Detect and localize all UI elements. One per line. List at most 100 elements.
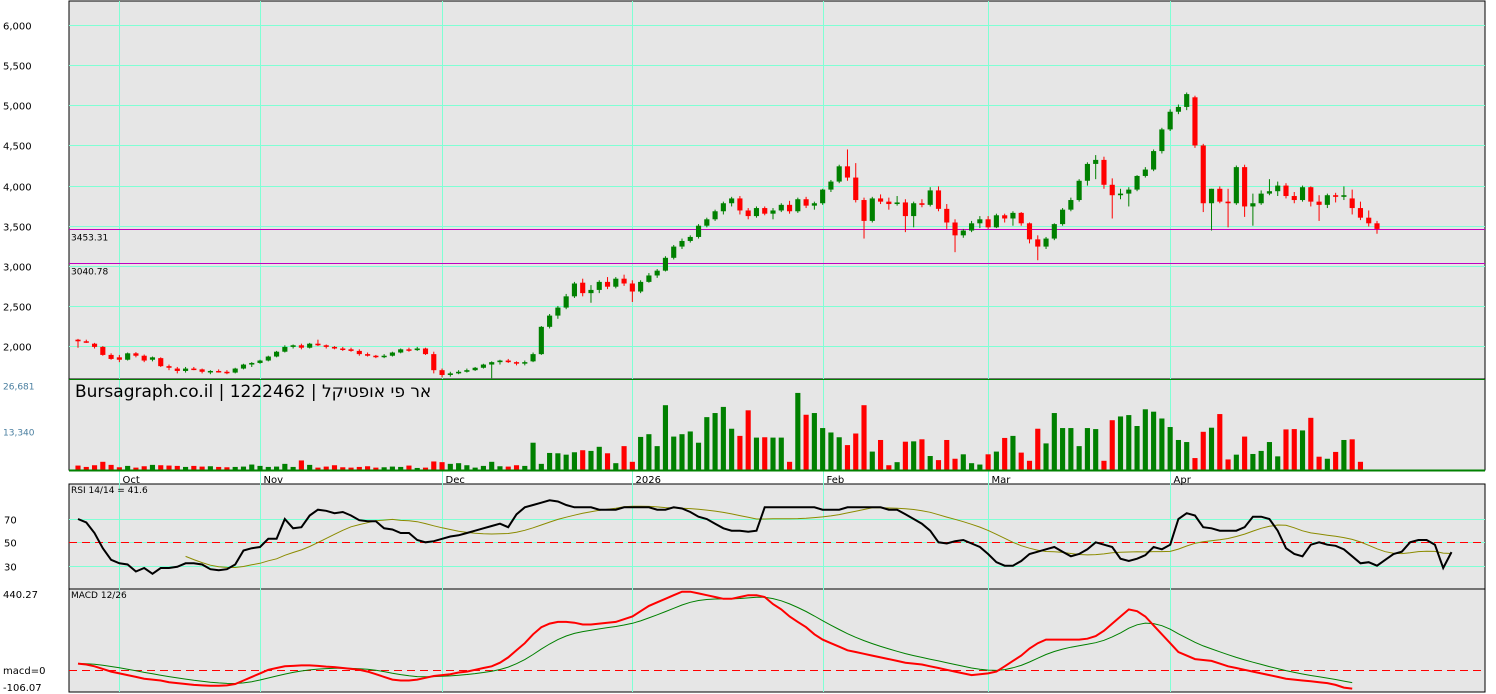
volume-bar [1109, 420, 1115, 470]
candle-body [1051, 224, 1057, 239]
volume-bar [960, 454, 966, 470]
candle-body [505, 360, 511, 363]
candle-body [158, 358, 164, 367]
chart-panels [68, 0, 1486, 693]
volume-bar [1068, 428, 1074, 470]
watermark: Bursagraph.co.il | 1222462 | אר פי אופטי… [75, 382, 431, 402]
volume-bar [737, 435, 743, 470]
volume-bar [356, 466, 362, 470]
candle-body [911, 203, 917, 217]
volume-bar [993, 451, 999, 470]
candle-body [249, 362, 255, 365]
macd-line [77, 590, 1353, 690]
candle-body [1233, 167, 1239, 204]
candle-body [803, 199, 809, 206]
volume-bar [340, 467, 346, 470]
grid-lines [69, 1, 1485, 692]
candle-body [944, 208, 950, 223]
volume-bar [100, 461, 106, 470]
macd-title: MACD 12/26 [71, 591, 127, 601]
month-label: Mar [992, 475, 1012, 486]
candle-body [1283, 185, 1289, 197]
volume-bar [199, 466, 205, 470]
candle-body [662, 257, 669, 271]
candle-body [513, 362, 520, 364]
candle-body [1117, 193, 1124, 196]
price-tick-label: 5,000 [3, 102, 32, 113]
candle-body [1142, 169, 1148, 176]
volume-bar [555, 453, 561, 470]
candle-body [820, 189, 826, 204]
candle-body [1167, 111, 1173, 130]
volume-bar [447, 463, 453, 470]
rsi-tick-label: 50 [4, 539, 17, 550]
candle-body [1308, 187, 1314, 202]
candle-body [795, 199, 801, 212]
candle-body [464, 370, 470, 372]
macd-panel [69, 590, 1485, 690]
volume-bar [513, 465, 520, 470]
candle-body [687, 236, 693, 241]
volume-bar [820, 428, 826, 470]
candle-body [75, 339, 81, 342]
candle-body [497, 360, 503, 363]
candle-body [1068, 200, 1074, 210]
candle-body [1258, 193, 1264, 204]
candle-body [571, 283, 577, 297]
volume-bar [604, 453, 611, 470]
candle-body [902, 202, 908, 217]
candle-body [108, 354, 114, 359]
candle-body [861, 200, 867, 221]
candle-body [753, 208, 760, 217]
candle-body [737, 198, 743, 211]
volume-bar [149, 464, 156, 470]
volume-bar [753, 437, 760, 470]
candle-body [1060, 209, 1066, 225]
candle-body [1134, 175, 1140, 190]
candle-body [935, 190, 942, 209]
volume-bar [1192, 458, 1198, 470]
volume-bar [406, 465, 412, 470]
candle-body [1084, 163, 1090, 181]
candle-body [836, 166, 842, 182]
candle-body [1349, 198, 1355, 209]
candle-body [133, 353, 139, 356]
candle-body [191, 368, 197, 371]
volume-bar [182, 466, 189, 470]
volume-bar [1117, 416, 1124, 470]
candle-body [431, 354, 437, 371]
candle-body [240, 364, 247, 369]
price-tick-label: 3,500 [3, 223, 32, 234]
candle-body [695, 225, 702, 237]
volume-bar [1208, 427, 1215, 470]
candle-body [828, 181, 834, 190]
candle-body [604, 281, 611, 287]
volume-bar [224, 467, 230, 470]
candle-body [381, 355, 387, 358]
volume-bar [646, 434, 652, 470]
candle-body [712, 211, 718, 220]
volume-bar [1250, 453, 1256, 470]
volume-bar [91, 465, 98, 470]
volume-bar [1051, 413, 1057, 470]
candle-body [282, 346, 288, 352]
candle-body [770, 210, 776, 214]
volume-bar [861, 405, 867, 470]
volume-bar [315, 467, 321, 470]
volume-bar [687, 431, 693, 470]
volume-bar [944, 439, 950, 470]
volume-bar [704, 417, 710, 470]
candle-body [149, 357, 156, 360]
month-label: Dec [446, 475, 465, 486]
candle-body [1002, 215, 1008, 219]
volume-bar [629, 461, 635, 470]
volume-bar [1233, 454, 1239, 470]
volume-bar [323, 466, 329, 470]
price-tick-label: 4,000 [3, 183, 32, 194]
volume-bar [389, 466, 395, 470]
candle-body [199, 369, 205, 372]
candle-body [1192, 97, 1198, 146]
candle-body [522, 362, 528, 364]
volume-bar [274, 466, 280, 470]
candle-body [141, 355, 147, 361]
